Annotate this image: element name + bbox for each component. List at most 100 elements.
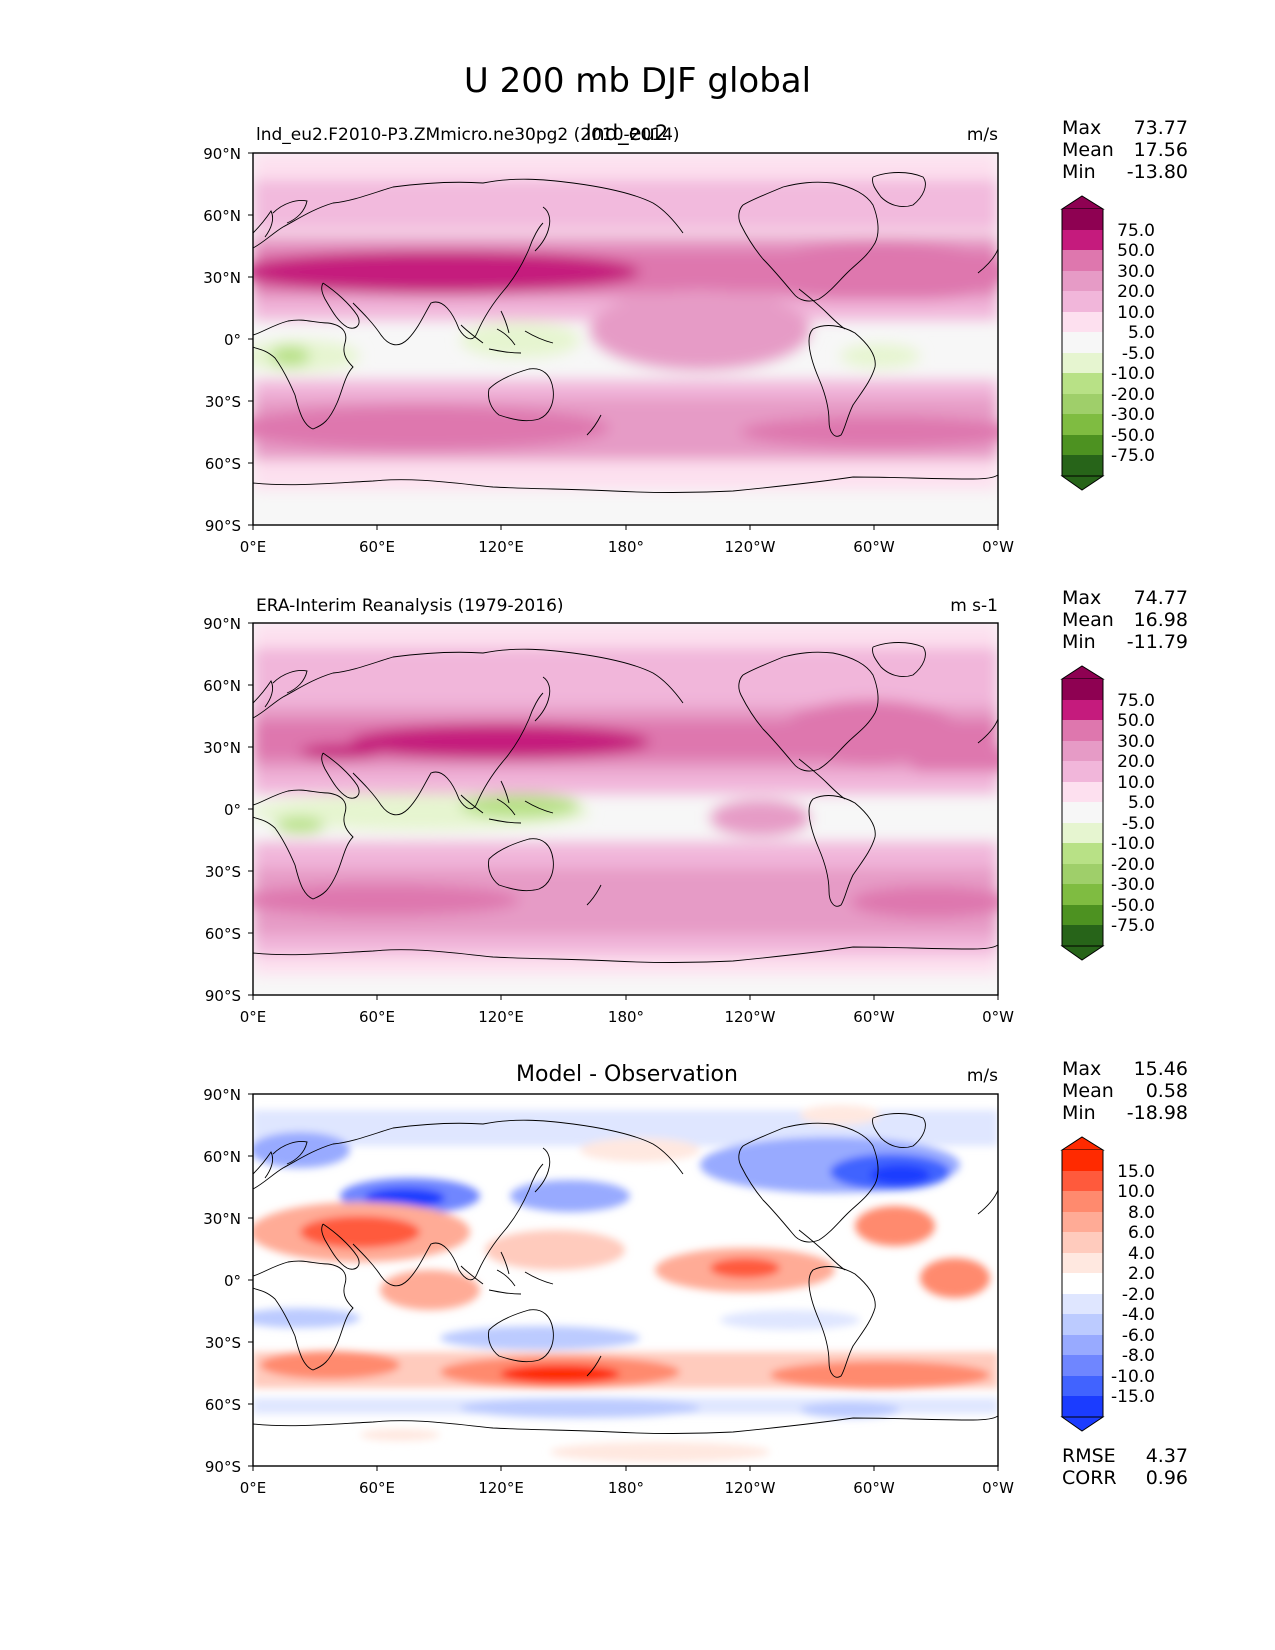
colorbar-label: 5.0: [1128, 323, 1155, 343]
panel-model-axis: 90°N 60°N 30°N 0° 30°S 60°S 90°S 0°E 60°…: [203, 145, 1014, 556]
xtick: 120°E: [478, 1008, 524, 1026]
xtick: 120°W: [725, 1008, 776, 1026]
stat-value: 17.56: [1134, 139, 1188, 161]
colorbar-swatch: [1062, 679, 1103, 700]
colorbar-swatch: [1062, 843, 1103, 864]
xtick: 60°W: [853, 1008, 895, 1026]
colorbar-label: -50.0: [1111, 896, 1155, 916]
colorbar-top-arrow: [1060, 665, 1105, 680]
stat-value: -11.79: [1127, 631, 1188, 653]
colorbar-swatch: [1062, 823, 1103, 843]
colorbar-swatch: [1062, 250, 1103, 271]
colorbar-swatch: [1062, 353, 1103, 373]
colorbar-label: -10.0: [1111, 834, 1155, 854]
colorbar-swatch: [1062, 802, 1103, 823]
ytick: 90°S: [205, 517, 241, 535]
colorbar-label: -8.0: [1122, 1346, 1155, 1366]
colorbar-swatch: [1062, 1171, 1103, 1191]
xtick: 120°E: [478, 1479, 524, 1497]
stat-label: CORR: [1062, 1467, 1117, 1489]
ytick: 90°S: [205, 1458, 241, 1476]
colorbar-swatch: [1062, 332, 1103, 353]
colorbar-label: 10.0: [1117, 773, 1155, 793]
colorbar-swatch: [1062, 1396, 1103, 1417]
xtick: 120°W: [725, 538, 776, 556]
colorbar-swatch: [1062, 761, 1103, 782]
colorbar-label: 20.0: [1117, 282, 1155, 302]
colorbar-swatch: [1062, 1355, 1103, 1376]
xtick: 60°E: [359, 538, 395, 556]
xtick: 0°E: [240, 1008, 267, 1026]
panel-model-map: [253, 153, 998, 525]
colorbar-label: -75.0: [1111, 446, 1155, 466]
panel-obs-map: [253, 623, 998, 995]
ytick: 0°: [224, 331, 241, 349]
panel-obs-axis: 90°N 60°N 30°N 0° 30°S 60°S 90°S 0°E 60°…: [203, 615, 1014, 1026]
xtick: 0°W: [982, 1479, 1014, 1497]
panel-obs-subtitle: ERA-Interim Reanalysis (1979-2016): [256, 596, 564, 616]
panel-obs: ERA-Interim Reanalysis (1979-2016) m s-1: [203, 587, 1188, 1026]
colorbar-label: 10.0: [1117, 1182, 1155, 1202]
panel-diff-colorbar: 15.0 10.0 8.0 6.0 4.0 2.0 -2.0 -4.0 -6.0…: [1060, 1136, 1155, 1432]
colorbar-label: 5.0: [1128, 793, 1155, 813]
panel-diff-map: [253, 1094, 998, 1466]
ytick: 30°N: [203, 269, 241, 287]
xtick: 0°W: [982, 538, 1014, 556]
stat-value: -18.98: [1127, 1102, 1188, 1124]
ytick: 90°N: [203, 1086, 241, 1104]
colorbar-swatch: [1062, 1273, 1103, 1294]
colorbar-label: -30.0: [1111, 875, 1155, 895]
colorbar-label: 15.0: [1117, 1162, 1155, 1182]
colorbar-swatch: [1062, 700, 1103, 720]
ytick: 30°S: [205, 863, 241, 881]
colorbar-label: 20.0: [1117, 752, 1155, 772]
panel-diff-title: Model - Observation: [516, 1062, 738, 1087]
colorbar-swatch: [1062, 1253, 1103, 1273]
xtick: 60°E: [359, 1479, 395, 1497]
ytick: 30°S: [205, 393, 241, 411]
ytick: 0°: [224, 801, 241, 819]
colorbar-swatch: [1062, 435, 1103, 455]
ytick: 90°N: [203, 145, 241, 163]
colorbar-label: -30.0: [1111, 405, 1155, 425]
colorbar-swatch: [1062, 373, 1103, 394]
xtick: 180°: [608, 1008, 644, 1026]
colorbar-swatch: [1062, 864, 1103, 884]
colorbar-label: -4.0: [1122, 1305, 1155, 1325]
stat-label: Min: [1062, 631, 1096, 653]
stat-value: -13.80: [1127, 161, 1188, 183]
colorbar-top-arrow: [1060, 1136, 1105, 1151]
colorbar-bottom-arrow: [1060, 475, 1105, 491]
stat-label: Min: [1062, 161, 1096, 183]
colorbar-swatch: [1062, 271, 1103, 291]
colorbar-label: 10.0: [1117, 303, 1155, 323]
xtick: 0°E: [240, 1479, 267, 1497]
ytick: 60°S: [205, 925, 241, 943]
colorbar-label: -20.0: [1111, 385, 1155, 405]
colorbar-swatch: [1062, 414, 1103, 435]
ytick: 60°N: [203, 207, 241, 225]
colorbar-label: -20.0: [1111, 855, 1155, 875]
xtick: 120°W: [725, 1479, 776, 1497]
colorbar-label: -10.0: [1111, 1367, 1155, 1387]
xtick: 60°W: [853, 538, 895, 556]
figure-title: U 200 mb DJF global: [464, 61, 811, 101]
panel-model-colorbar: 75.0 50.0 30.0 20.0 10.0 5.0 -5.0 -10.0 …: [1060, 195, 1155, 491]
stat-value: 0.96: [1146, 1467, 1188, 1489]
stat-value: 15.46: [1134, 1058, 1188, 1080]
panel-diff-units: m/s: [967, 1066, 998, 1086]
colorbar-swatch: [1062, 455, 1103, 476]
stat-label: Max: [1062, 117, 1101, 139]
colorbar-swatch: [1062, 1335, 1103, 1355]
colorbar-label: -5.0: [1122, 344, 1155, 364]
panel-model-center-title: lnd_eu2: [586, 121, 669, 146]
colorbar-label: 75.0: [1117, 221, 1155, 241]
ytick: 30°N: [203, 739, 241, 757]
xtick: 0°E: [240, 538, 267, 556]
stat-value: 0.58: [1146, 1080, 1188, 1102]
stat-label: Max: [1062, 587, 1101, 609]
xtick: 180°: [608, 1479, 644, 1497]
colorbar-label: 75.0: [1117, 691, 1155, 711]
colorbar-label: 8.0: [1128, 1203, 1155, 1223]
